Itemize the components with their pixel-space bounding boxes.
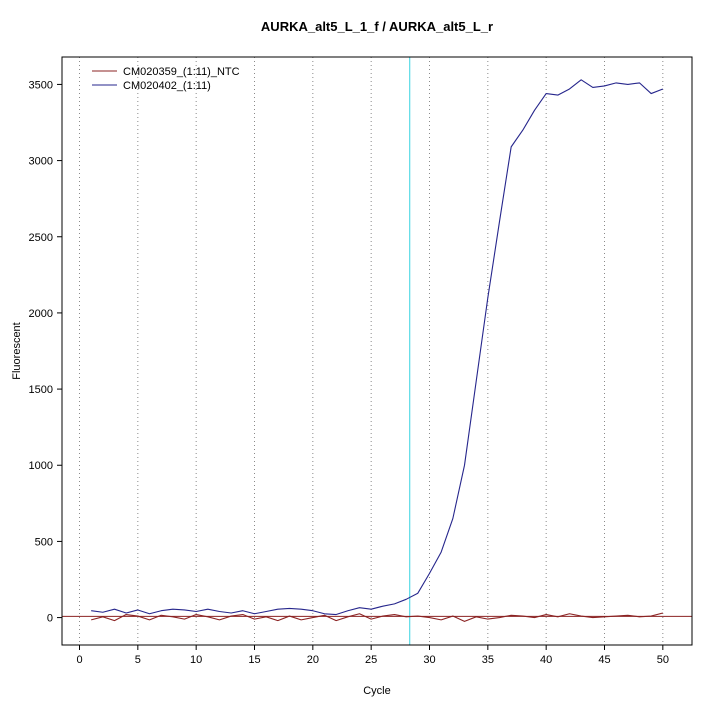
legend-label-ntc: CM020359_(1:11)_NTC [123, 66, 240, 78]
legend-label-sample: CM020402_(1:11) [123, 80, 211, 92]
x-tick-label: 35 [482, 654, 494, 666]
x-tick-label: 10 [190, 654, 202, 666]
x-tick-label: 5 [135, 654, 141, 666]
y-tick-label: 1000 [29, 460, 53, 472]
y-tick-label: 3000 [29, 156, 53, 168]
y-axis-label: Fluorescent [11, 322, 23, 379]
x-tick-label: 0 [76, 654, 82, 666]
y-tick-label: 3500 [29, 79, 53, 91]
y-tick-label: 0 [47, 613, 53, 625]
legend: CM020359_(1:11)_NTC CM020402_(1:11) [92, 66, 240, 92]
plot-border [61, 56, 693, 646]
y-tick-label: 2000 [29, 308, 53, 320]
series-line-1 [91, 79, 664, 616]
x-tick-label: 40 [540, 654, 552, 666]
x-tick-label: 30 [423, 654, 435, 666]
x-tick-label: 45 [598, 654, 610, 666]
x-tick-label: 50 [657, 654, 669, 666]
y-tick-label: 1500 [29, 384, 53, 396]
x-axis-label: Cycle [363, 685, 391, 697]
x-tick-label: 20 [307, 654, 319, 666]
y-tick-label: 500 [35, 536, 53, 548]
y-tick-label: 2500 [29, 232, 53, 244]
chart-title: AURKA_alt5_L_1_f / AURKA_alt5_L_r [261, 19, 493, 34]
x-tick-label: 15 [248, 654, 260, 666]
series-line-0 [91, 612, 663, 622]
x-tick-label: 25 [365, 654, 377, 666]
